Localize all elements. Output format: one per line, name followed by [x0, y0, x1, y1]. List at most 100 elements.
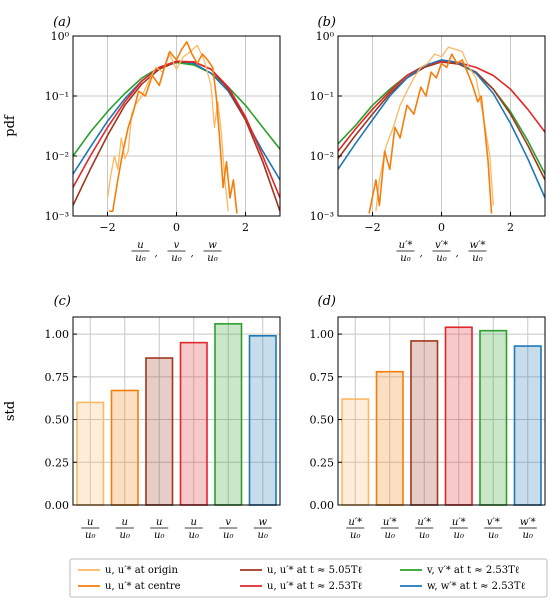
y-tick-label-1: 0.25: [310, 456, 335, 469]
legend-box: [69, 558, 548, 598]
panel-c-std-bar-chart: 0.00 0.25 0.50 0.75 1.00 u u₀ u u₀ u u₀ u u₀ v u₀ w u₀ (c…: [3, 294, 281, 541]
x-tick-frac-4-numerator: v′*: [487, 517, 500, 528]
bar-origin: [76, 401, 105, 506]
y-tick-label-0: 10⁰: [51, 30, 70, 43]
panel-letter: (a): [53, 15, 71, 30]
x-label-frac-0-numerator: u′*: [399, 240, 413, 251]
y-tick-label-4: 1.00: [310, 328, 335, 341]
x-label-frac-2: w′* u₀: [468, 240, 487, 264]
x-label-comma-1: ,: [191, 248, 194, 259]
bar-centre: [110, 389, 139, 506]
x-tick-frac-4-denominator: u₀: [223, 530, 233, 541]
bar-t505: [410, 340, 439, 506]
y-tick-label-0: 10⁰: [316, 30, 335, 43]
x-label-frac-0: u u₀: [131, 240, 150, 264]
x-tick-frac-2-denominator: u₀: [154, 530, 164, 541]
x-tick-frac-0-denominator: u₀: [85, 530, 95, 541]
bar-t253_u: [444, 326, 473, 506]
x-label-frac-1-numerator: v: [174, 240, 180, 251]
series-line-t253_u: [338, 60, 545, 152]
legend-label-t253_w: w, w′* at t ≈ 2.53Tℓ: [427, 581, 525, 592]
y-tick-label-1: 0.25: [45, 456, 70, 469]
panel-letter: (b): [318, 15, 336, 30]
x-label-frac-1: v u₀: [167, 240, 186, 264]
bar-origin: [341, 398, 370, 506]
x-tick-frac-1-numerator: u: [122, 517, 128, 528]
x-tick-frac-4-denominator: u₀: [488, 530, 498, 541]
x-label-comma-0: ,: [155, 248, 158, 259]
legend-label-origin: u, u′* at origin: [105, 565, 178, 576]
x-tick-label-0: −2: [99, 221, 115, 234]
legend-label-t505: u, u′* at t ≈ 5.05Tℓ: [267, 565, 362, 576]
x-label-frac-1-denominator: u₀: [171, 253, 181, 264]
x-label-frac-2: w u₀: [203, 240, 222, 264]
panel-a-pdf-plot: −2 0 2 10⁰ 10⁻¹ 10⁻² 10⁻³ (a) pdf u u₀ , v u₀ , w u₀: [3, 15, 281, 264]
x-label-frac-2-numerator: w: [208, 240, 217, 251]
x-label-frac-1-denominator: u₀: [436, 253, 446, 264]
x-tick-frac-0-numerator: u: [87, 517, 93, 528]
series-group: [73, 40, 280, 214]
y-tick-label-1: 10⁻¹: [45, 90, 69, 103]
x-tick-frac-5-denominator: u₀: [523, 530, 533, 541]
x-tick-frac-5: w u₀: [253, 517, 272, 541]
series-line-origin: [375, 46, 494, 212]
x-label-frac-2-denominator: u₀: [207, 253, 217, 264]
bar-centre: [375, 370, 404, 506]
x-tick-frac-0: u u₀: [81, 517, 100, 541]
bar-t253_v: [479, 329, 508, 506]
x-label-frac-0-denominator: u₀: [135, 253, 145, 264]
x-label-frac-1: v′* u₀: [432, 240, 451, 264]
bar-t253_w: [248, 334, 277, 506]
legend: u, u′* at origin u, u′* at t ≈ 5.05Tℓ v, v…: [69, 558, 548, 598]
x-tick-frac-1: u u₀: [115, 517, 134, 541]
y-tick-label-1: 10⁻¹: [310, 90, 334, 103]
x-tick-frac-1-numerator: u′*: [383, 517, 397, 528]
series-line-origin: [106, 44, 229, 212]
x-tick-frac-3: u u₀: [184, 517, 203, 541]
x-tick-label-1: 0: [173, 221, 180, 234]
legend-label-t253_v: v, v′* at t ≈ 2.53Tℓ: [426, 565, 520, 576]
series-line-centre: [109, 40, 238, 214]
x-tick-frac-5: w′* u₀: [518, 517, 537, 541]
y-tick-label-3: 10⁻³: [310, 210, 334, 223]
x-tick-frac-4-numerator: v: [225, 517, 231, 528]
bar-t253_w: [513, 345, 542, 506]
y-tick-label-3: 0.75: [310, 371, 335, 384]
x-tick-frac-2-denominator: u₀: [419, 530, 429, 541]
x-tick-frac-1-denominator: u₀: [120, 530, 130, 541]
x-tick-frac-3-denominator: u₀: [454, 530, 464, 541]
x-label-frac-1-numerator: v′*: [435, 240, 448, 251]
series-line-t253_w: [338, 59, 545, 199]
x-label-frac-2-numerator: w′*: [470, 240, 486, 251]
panel-letter: (d): [318, 294, 336, 309]
x-label-frac-0-numerator: u: [137, 240, 143, 251]
x-tick-frac-3-denominator: u₀: [189, 530, 199, 541]
axes-frame: [72, 316, 281, 506]
x-tick-label-0: −2: [364, 221, 380, 234]
panel-d-std-bar-chart: 0.00 0.25 0.50 0.75 1.00 u′* u₀ u′* u₀ u′* u₀ u′* u₀…: [310, 294, 546, 541]
legend-label-centre: u, u′* at centre: [105, 581, 181, 592]
x-tick-frac-4: v u₀: [219, 517, 238, 541]
x-tick-frac-3: u′* u₀: [449, 517, 468, 541]
series-line-centre: [368, 53, 493, 214]
x-label-frac-0-denominator: u₀: [400, 253, 410, 264]
x-tick-frac-0-numerator: u′*: [348, 517, 362, 528]
x-tick-label-1: 0: [438, 221, 445, 234]
x-tick-frac-2-numerator: u: [156, 517, 162, 528]
x-label-frac-0: u′* u₀: [396, 240, 415, 264]
x-tick-frac-5-denominator: u₀: [258, 530, 268, 541]
x-label-comma-0: ,: [420, 248, 423, 259]
y-tick-label-3: 0.75: [45, 371, 70, 384]
x-tick-label-2: 2: [507, 221, 514, 234]
x-tick-frac-4: v′* u₀: [484, 517, 503, 541]
y-tick-label-2: 10⁻²: [45, 150, 69, 163]
x-tick-frac-0: u′* u₀: [346, 517, 365, 541]
y-axis-label: pdf: [3, 114, 18, 137]
x-tick-frac-3-numerator: u: [191, 517, 197, 528]
x-tick-frac-2: u u₀: [150, 517, 169, 541]
y-tick-label-0: 0.00: [310, 499, 335, 512]
axes-frame: [337, 316, 546, 506]
x-tick-label-2: 2: [242, 221, 249, 234]
bar-t505: [145, 357, 174, 506]
